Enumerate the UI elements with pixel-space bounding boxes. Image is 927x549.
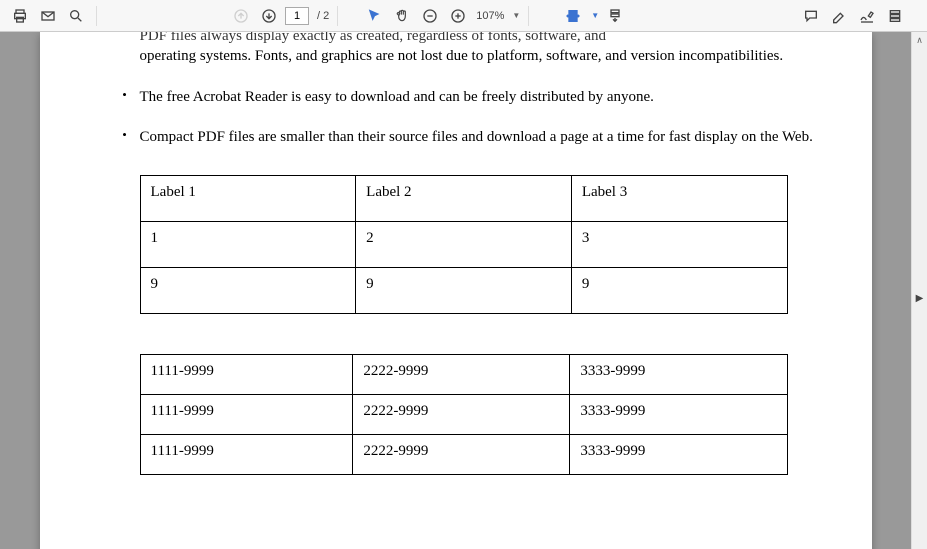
data-table-2: 1111-99992222-99993333-9999 1111-9999222… [140,354,788,475]
table-row: 999 [140,268,787,314]
highlight-button[interactable] [827,4,851,28]
next-page-button[interactable] [257,4,281,28]
page-number-input[interactable] [285,7,309,25]
zoom-value-label: 107% [476,10,504,22]
toolbar-right [799,0,907,32]
table-row: Label 1Label 2Label 3 [140,176,787,222]
table-cell: 3333-9999 [570,435,787,475]
zoom-out-button[interactable] [418,4,442,28]
table-row: 123 [140,222,787,268]
table-cell: 1 [140,222,356,268]
table-cell: 2222-9999 [353,435,570,475]
scroll-right-icon[interactable]: ▶ [912,291,927,307]
email-button[interactable] [36,4,60,28]
table-cell: 1111-9999 [140,355,353,395]
pdf-page: PDF files always display exactly as crea… [40,32,872,549]
print-button[interactable] [8,4,32,28]
paragraph-text: operating systems. Fonts, and graphics a… [140,46,832,66]
separator [96,6,97,26]
data-table-1: Label 1Label 2Label 3 123 999 [140,175,788,314]
separator [337,6,338,26]
table-cell: 9 [571,268,787,314]
zoom-in-button[interactable] [446,4,470,28]
bullet-icon: • [110,87,140,107]
table-cell: 3333-9999 [570,355,787,395]
pdf-viewer[interactable]: PDF files always display exactly as crea… [0,32,911,549]
table-cell: 9 [356,268,572,314]
table-cell: 3333-9999 [570,395,787,435]
fit-width-button[interactable] [561,4,585,28]
page-total-label: / 2 [317,10,329,22]
table-cell: Label 3 [571,176,787,222]
scroll-mode-button[interactable] [603,4,627,28]
table-cell: Label 1 [140,176,356,222]
select-tool-button[interactable] [362,4,386,28]
table-cell: 9 [140,268,356,314]
zoom-dropdown-icon[interactable]: ▼ [512,11,520,20]
pdf-toolbar: / 2 107% ▼ ▼ [0,0,927,32]
table-cell: 2 [356,222,572,268]
table-row: 1111-99992222-99993333-9999 [140,355,787,395]
cutoff-text: PDF files always display exactly as crea… [140,32,832,46]
vertical-scrollbar[interactable]: ∧ ▶ [911,32,927,549]
table-cell: Label 2 [356,176,572,222]
table-row: 1111-99992222-99993333-9999 [140,435,787,475]
table-cell: 3 [571,222,787,268]
comment-button[interactable] [799,4,823,28]
scroll-up-icon[interactable]: ∧ [912,32,927,48]
table-cell: 2222-9999 [353,395,570,435]
bullet-icon: • [110,127,140,147]
bullet-text: The free Acrobat Reader is easy to downl… [140,87,832,107]
bullet-text: Compact PDF files are smaller than their… [140,127,832,147]
table-cell: 2222-9999 [353,355,570,395]
prev-page-button[interactable] [229,4,253,28]
table-row: 1111-99992222-99993333-9999 [140,395,787,435]
table-cell: 1111-9999 [140,435,353,475]
separator [528,6,529,26]
hand-tool-button[interactable] [390,4,414,28]
table-cell: 1111-9999 [140,395,353,435]
tools-button[interactable] [883,4,907,28]
sign-button[interactable] [855,4,879,28]
zoom-loupe-button[interactable] [64,4,88,28]
fit-dropdown-icon[interactable]: ▼ [591,11,599,20]
